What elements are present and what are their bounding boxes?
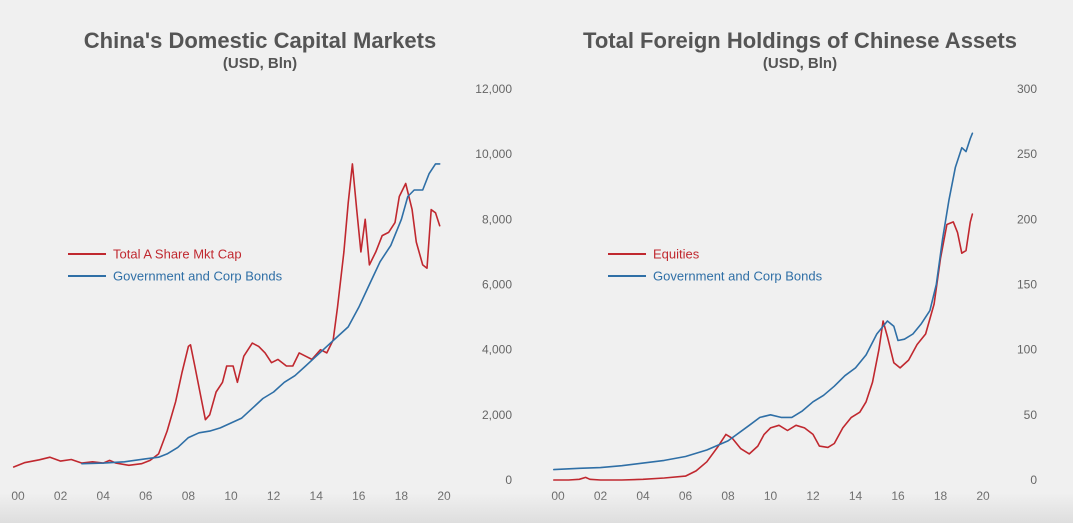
chart-subtitle: (USD, Bln): [222, 55, 298, 72]
y-tick-label: 8,000: [482, 212, 512, 226]
y-tick-label: 50: [1024, 408, 1038, 422]
x-tick-label: 02: [594, 489, 608, 503]
y-tick-label: 300: [1017, 82, 1037, 96]
x-tick-label: 18: [934, 489, 948, 503]
x-tick-label: 14: [849, 489, 863, 503]
y-tick-label: 200: [1017, 212, 1037, 226]
x-tick-label: 08: [721, 489, 735, 503]
x-tick-label: 00: [551, 489, 565, 503]
x-tick-label: 12: [267, 489, 281, 503]
x-tick-label: 10: [224, 489, 238, 503]
legend-label: Government and Corp Bonds: [113, 269, 283, 284]
chart-title: China's Domestic Capital Markets: [83, 28, 437, 53]
y-tick-label: 4,000: [482, 343, 512, 357]
x-tick-label: 10: [764, 489, 778, 503]
y-tick-label: 12,000: [475, 82, 512, 96]
series-line-first: [12, 163, 441, 468]
legend-label: Equities: [653, 247, 700, 262]
y-tick-label: 10,000: [475, 147, 512, 161]
x-tick-label: 00: [11, 489, 25, 503]
capital-markets-line-chart: 0 2,000 4,000 6,000 8,000 10,000 12,000 00 02 04 0…: [11, 82, 512, 503]
x-tick-label: 20: [437, 489, 451, 503]
series-line-first: [553, 213, 974, 481]
y-tick-label: 100: [1017, 343, 1037, 357]
x-tick-label: 02: [54, 489, 68, 503]
y-tick-label: 150: [1017, 278, 1037, 292]
y-tick-label: 0: [505, 473, 512, 487]
x-tick-label: 06: [679, 489, 693, 503]
x-tick-label: 12: [806, 489, 820, 503]
x-tick-label: 18: [395, 489, 409, 503]
foreign-holdings-line-chart: 0 50 100 150 200 250 300 00 02 04 06 08 10 12 14 16 18 20…: [551, 82, 1038, 503]
right-chart-panel: Total Foreign Holdings of Chinese Assets…: [540, 0, 1073, 523]
series-line-second: [81, 163, 441, 465]
x-tick-label: 08: [182, 489, 196, 503]
x-tick-label: 20: [976, 489, 990, 503]
chart-subtitle: (USD, Bln): [762, 55, 838, 72]
y-tick-label: 6,000: [482, 278, 512, 292]
chart-title: Total Foreign Holdings of Chinese Assets: [583, 28, 1017, 53]
x-tick-label: 16: [891, 489, 905, 503]
legend-label: Total A Share Mkt Cap: [113, 247, 242, 262]
series-line-second: [553, 132, 974, 471]
x-tick-label: 04: [636, 489, 650, 503]
left-chart-panel: China's Domestic Capital Markets (USD, B…: [11, 28, 512, 503]
x-tick-label: 06: [139, 489, 153, 503]
y-tick-label: 0: [1030, 473, 1037, 487]
x-tick-label: 04: [97, 489, 111, 503]
x-tick-label: 14: [310, 489, 324, 503]
y-tick-label: 250: [1017, 147, 1037, 161]
y-tick-label: 2,000: [482, 408, 512, 422]
x-tick-label: 16: [352, 489, 366, 503]
legend-label: Government and Corp Bonds: [653, 269, 823, 284]
